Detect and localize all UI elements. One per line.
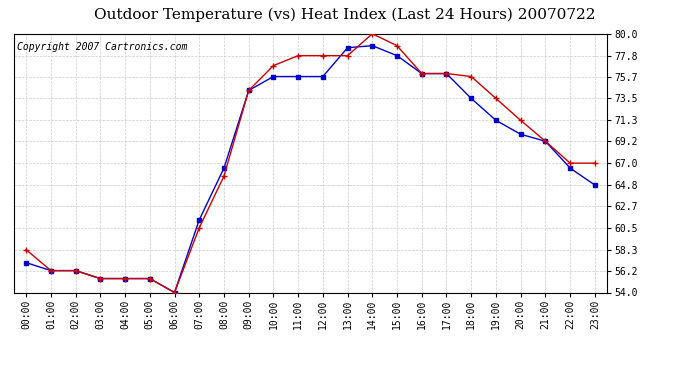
Text: Outdoor Temperature (vs) Heat Index (Last 24 Hours) 20070722: Outdoor Temperature (vs) Heat Index (Las…: [95, 8, 595, 22]
Text: Copyright 2007 Cartronics.com: Copyright 2007 Cartronics.com: [17, 42, 187, 51]
